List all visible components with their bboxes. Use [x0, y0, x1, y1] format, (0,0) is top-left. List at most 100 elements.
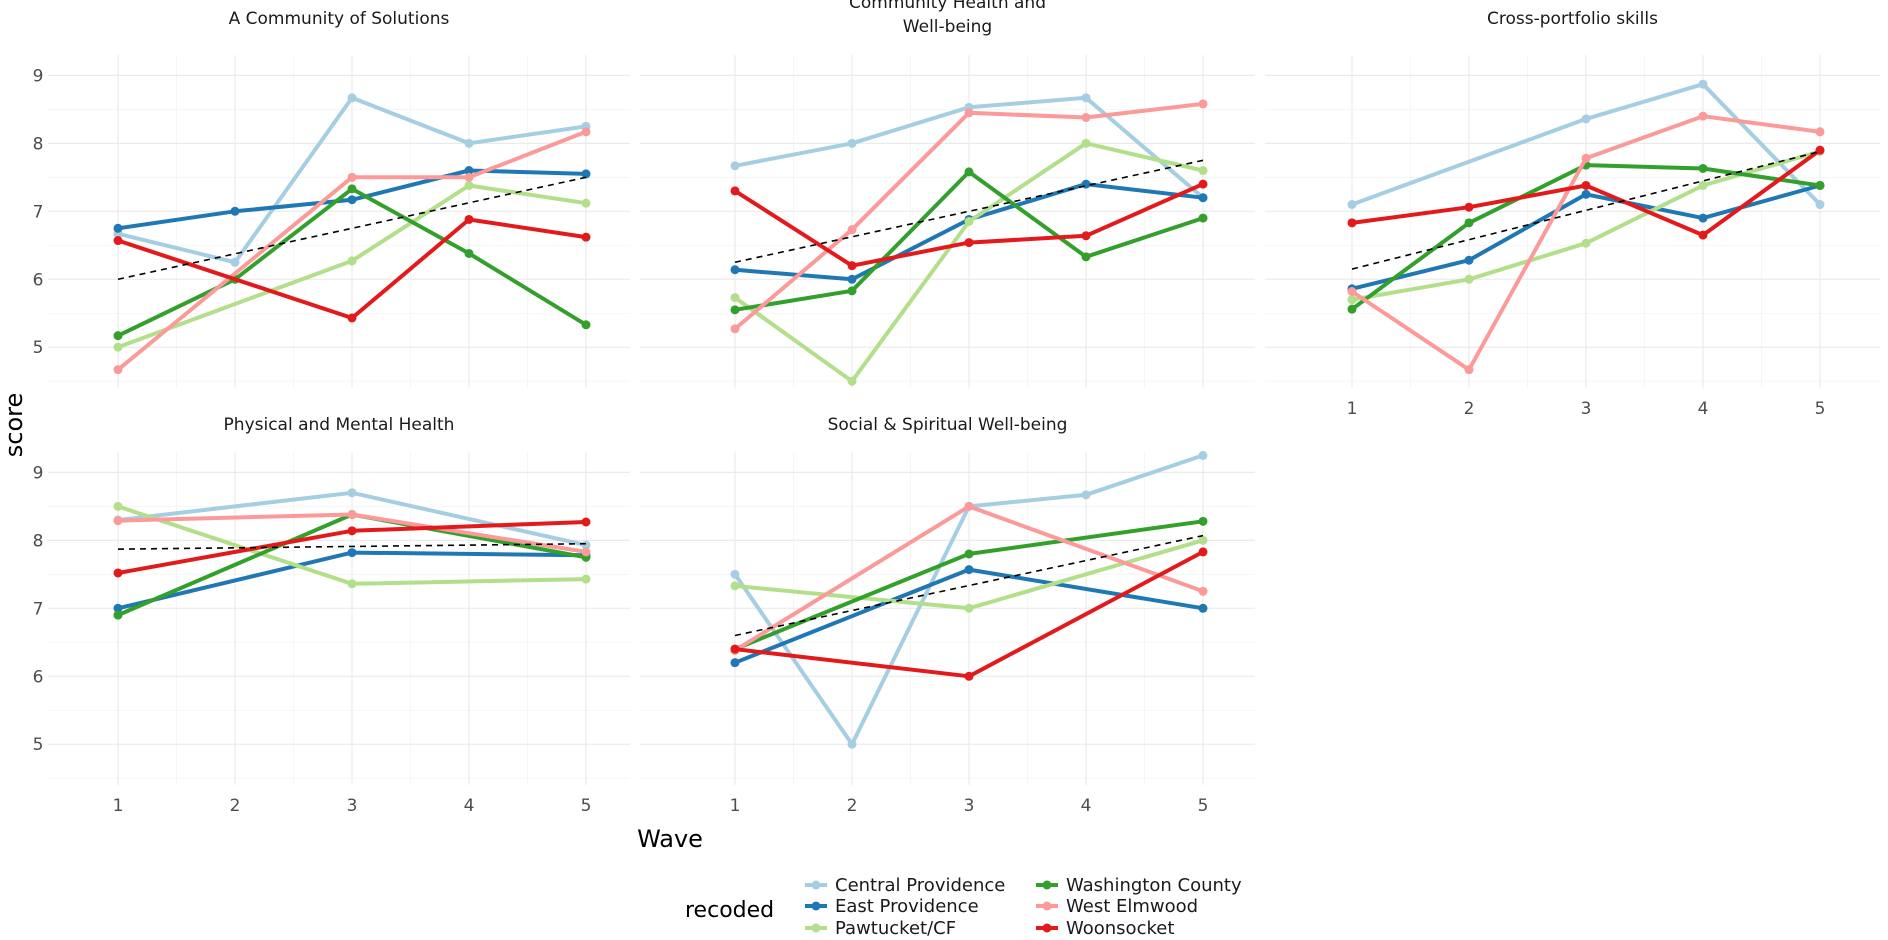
x-tick-label: 5	[1198, 796, 1209, 816]
x-tick-label: 3	[964, 796, 975, 816]
data-point	[847, 274, 857, 284]
data-point	[730, 161, 740, 171]
data-point	[964, 603, 974, 613]
legend-label: Washington County	[1066, 875, 1242, 896]
legend-label: West Elmwood	[1066, 896, 1198, 917]
facet-title: Physical and Mental Health	[224, 415, 455, 435]
x-axis-title: Wave	[637, 825, 703, 853]
y-tick-label: 8	[33, 134, 44, 154]
y-tick-label: 6	[33, 667, 44, 687]
data-point	[1464, 274, 1474, 284]
data-point	[464, 180, 474, 190]
y-axis-title: score	[0, 393, 28, 458]
data-point	[1581, 238, 1591, 248]
data-point	[1464, 202, 1474, 212]
data-point	[730, 324, 740, 334]
data-point	[730, 581, 740, 591]
trend-line	[734, 534, 1204, 637]
data-point	[1581, 153, 1591, 163]
data-point	[113, 501, 123, 511]
data-point	[847, 739, 857, 749]
data-point	[581, 198, 591, 208]
data-point	[1081, 113, 1091, 123]
data-point	[1081, 93, 1091, 103]
data-point	[1815, 145, 1825, 155]
x-tick-label: 4	[1081, 796, 1092, 816]
x-tick-label: 1	[113, 796, 124, 816]
y-tick-label: 9	[33, 463, 44, 483]
y-tick-label: 6	[33, 270, 44, 290]
data-point	[347, 256, 357, 266]
data-point	[1698, 79, 1708, 89]
facet-panel: Social & Spiritual Well-being 1 2 3 4 5	[640, 415, 1255, 816]
x-tick-label: 4	[1698, 399, 1709, 419]
data-point	[1347, 286, 1357, 296]
series-line	[116, 217, 588, 320]
data-point	[464, 248, 474, 258]
y-tick-label: 9	[33, 66, 44, 86]
data-point	[1581, 180, 1591, 190]
x-tick-label: 5	[1815, 399, 1826, 419]
data-point	[730, 186, 740, 196]
data-point	[730, 293, 740, 303]
data-point	[581, 547, 591, 557]
legend-item: East Providence	[805, 896, 979, 917]
data-point	[347, 184, 357, 194]
data-point	[113, 365, 123, 375]
data-point	[1198, 516, 1208, 526]
data-point	[464, 172, 474, 182]
data-point	[113, 223, 123, 233]
data-point	[964, 108, 974, 118]
x-tick-label: 2	[1464, 399, 1475, 419]
x-tick-label: 1	[1347, 399, 1358, 419]
facet-panel: Community Health and Well-being	[640, 0, 1255, 388]
data-point	[1464, 365, 1474, 375]
data-point	[730, 265, 740, 275]
x-tick-label: 3	[347, 796, 358, 816]
data-point	[847, 138, 857, 148]
legend-swatch-point	[811, 901, 821, 911]
data-point	[1198, 166, 1208, 176]
data-point	[1081, 490, 1091, 500]
data-point	[464, 166, 474, 176]
data-point	[1581, 189, 1591, 199]
data-point	[581, 127, 591, 137]
data-point	[113, 331, 123, 341]
x-tick-label: 1	[730, 796, 741, 816]
data-point	[1347, 295, 1357, 305]
data-point	[113, 568, 123, 578]
trend-line	[117, 542, 587, 550]
facet-title: Social & Spiritual Well-being	[828, 415, 1068, 435]
data-point	[847, 286, 857, 296]
facet-title: Well-being	[903, 17, 992, 37]
legend-swatch-point	[811, 923, 821, 933]
facet-panels: A Community of Solutions 5 6 7 8 9 Community H…	[33, 0, 1880, 816]
data-point	[1698, 180, 1708, 190]
data-point	[847, 225, 857, 235]
data-point	[113, 236, 123, 246]
data-point	[347, 526, 357, 536]
data-point	[347, 548, 357, 558]
y-tick-label: 5	[33, 338, 44, 358]
trend-line	[117, 176, 587, 281]
legend-label: Pawtucket/CF	[835, 918, 956, 939]
data-point	[347, 93, 357, 103]
data-point	[113, 342, 123, 352]
data-point	[347, 172, 357, 182]
facet-panel: Cross-portfolio skills 1 2 3 4 5	[1265, 9, 1880, 419]
data-point	[347, 579, 357, 589]
y-tick-label: 5	[33, 735, 44, 755]
data-point	[1698, 163, 1708, 173]
data-point	[581, 232, 591, 242]
series-line	[1350, 82, 1822, 207]
data-point	[1198, 603, 1208, 613]
data-point	[581, 574, 591, 584]
legend-item: Pawtucket/CF	[805, 918, 956, 939]
data-point	[1081, 231, 1091, 241]
legend-label: Central Providence	[835, 875, 1005, 896]
data-point	[1815, 180, 1825, 190]
trend-line	[734, 159, 1204, 264]
y-tick-label: 7	[33, 202, 44, 222]
x-tick-label: 3	[1581, 399, 1592, 419]
